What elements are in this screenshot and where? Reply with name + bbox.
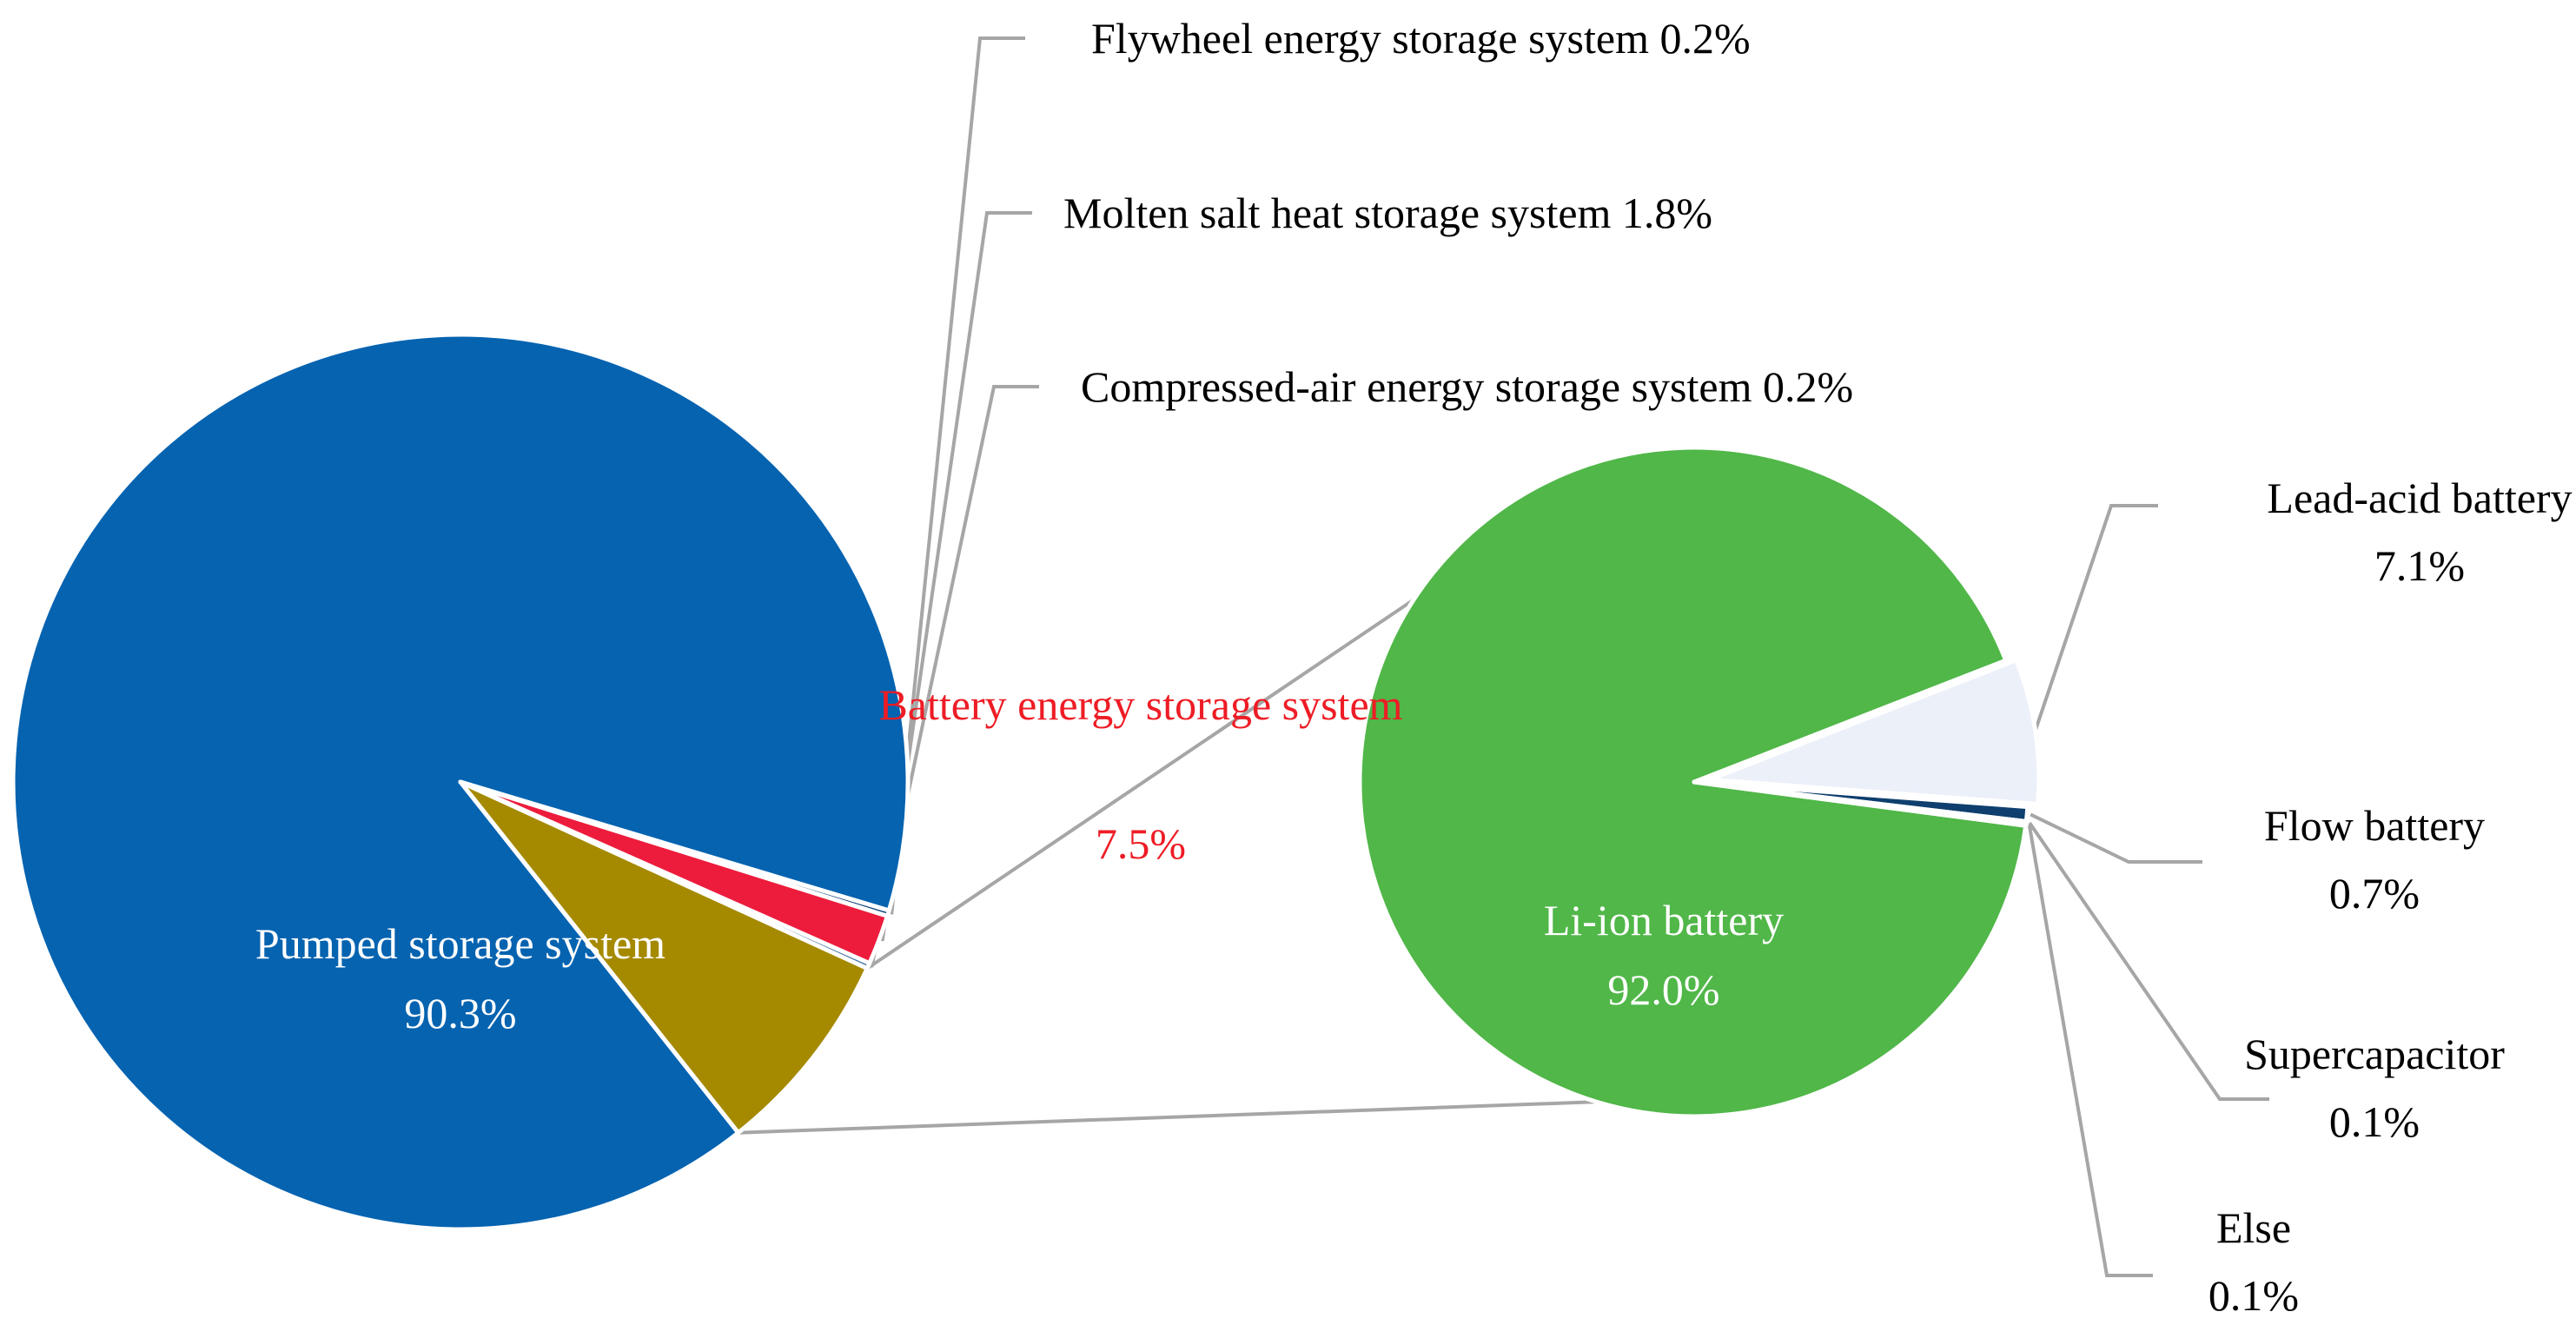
leader-flywheel [890, 36, 1025, 915]
main-pie [10, 332, 911, 1232]
label-flow-battery: Flow battery [2264, 801, 2485, 850]
slice-flywheel-energy-storage-system [458, 779, 891, 918]
label-compressed-air: Compressed-air energy storage system 0.2… [1081, 362, 1853, 411]
value-flywheel: 0.2% [1660, 14, 1751, 63]
label-li-ion: Li-ion battery [1544, 896, 1784, 944]
label-else: Else [2216, 1203, 2291, 1252]
slice-battery-energy-storage-system [458, 779, 870, 1136]
label-molten-salt: Molten salt heat storage system 1.8% [1063, 189, 1712, 237]
leader-compressed-air [870, 385, 1039, 968]
leader-molten-salt [880, 211, 1032, 942]
value-molten-salt: 1.8% [1622, 189, 1712, 237]
value-else: 0.1% [2208, 1271, 2299, 1320]
label-flywheel-name: Flywheel energy storage system [1091, 14, 1649, 63]
sub-pie [1357, 445, 2042, 1119]
leader-flow-battery [2030, 812, 2202, 864]
label-flywheel: Flywheel energy storage system 0.2% [1091, 14, 1751, 63]
leader-lines [870, 36, 2269, 1277]
value-pumped-storage: 90.3% [404, 989, 516, 1037]
label-pumped-storage: Pumped storage system [255, 919, 666, 968]
connector-bottom [738, 1100, 1597, 1135]
label-molten-salt-name: Molten salt heat storage system [1063, 189, 1612, 237]
label-battery-storage: Battery energy storage system [878, 680, 1402, 729]
leader-supercapacitor [2028, 821, 2269, 1101]
label-lead-acid: Lead-acid battery [2267, 474, 2572, 522]
value-lead-acid: 7.1% [2374, 541, 2465, 590]
slice-else [1692, 779, 2029, 828]
value-supercapacitor: 0.1% [2329, 1097, 2420, 1146]
label-supercapacitor: Supercapacitor [2244, 1030, 2505, 1078]
value-battery-storage: 7.5% [1096, 819, 1186, 868]
value-flow-battery: 0.7% [2329, 869, 2420, 918]
slice-lead-acid-battery [1707, 658, 2042, 806]
value-compressed-air: 0.2% [1763, 362, 1853, 411]
label-compressed-air-name: Compressed-air energy storage system [1081, 362, 1752, 411]
leader-else [2027, 825, 2153, 1277]
leader-lead-acid [2033, 504, 2158, 732]
value-li-ion: 92.0% [1607, 965, 1719, 1014]
